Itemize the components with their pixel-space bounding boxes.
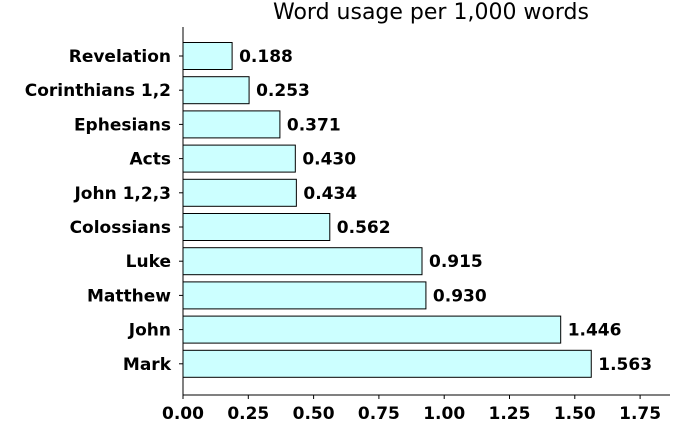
- bar: [182, 110, 281, 139]
- y-tick-label: Mark: [123, 355, 172, 375]
- y-tick-label: Revelation: [69, 47, 171, 67]
- x-tick-label: 1.25: [489, 404, 531, 424]
- x-tick-label: 0.00: [162, 404, 204, 424]
- data-label: 0.915: [429, 252, 483, 272]
- data-label: 0.430: [302, 150, 356, 170]
- bar: [182, 144, 296, 173]
- x-tick-label: 1.00: [423, 404, 465, 424]
- data-label: 0.930: [433, 286, 487, 306]
- bar: [182, 247, 423, 276]
- bar: [182, 42, 233, 70]
- data-label: 0.371: [287, 115, 341, 135]
- x-tick-label: 1.75: [619, 404, 661, 424]
- data-label: 0.188: [239, 47, 293, 67]
- x-tick-label: 1.50: [554, 404, 596, 424]
- data-label: 1.563: [598, 355, 652, 375]
- y-tick-label: John: [128, 321, 171, 341]
- data-label: 1.446: [568, 321, 622, 341]
- y-tick-label: Luke: [126, 252, 171, 272]
- bar: [182, 315, 562, 344]
- bar: [182, 178, 297, 207]
- data-label: 0.434: [303, 184, 357, 204]
- chart-title: Word usage per 1,000 words: [273, 0, 589, 25]
- bar: [182, 76, 250, 105]
- y-tick-label: John 1,2,3: [73, 184, 171, 204]
- x-tick-label: 0.25: [227, 404, 269, 424]
- y-tick-label: Corinthians 1,2: [25, 81, 171, 101]
- y-tick-label: Matthew: [87, 286, 171, 306]
- y-tick-label: Acts: [130, 150, 171, 170]
- x-tick-label: 0.75: [358, 404, 400, 424]
- y-tick-label: Colossians: [70, 218, 171, 238]
- data-label: 0.253: [256, 81, 310, 101]
- bar: [182, 349, 592, 378]
- bar: [182, 281, 427, 310]
- bar: [182, 213, 331, 241]
- x-tick-label: 0.50: [293, 404, 335, 424]
- data-label: 0.562: [337, 218, 391, 238]
- y-tick-label: Ephesians: [74, 115, 171, 135]
